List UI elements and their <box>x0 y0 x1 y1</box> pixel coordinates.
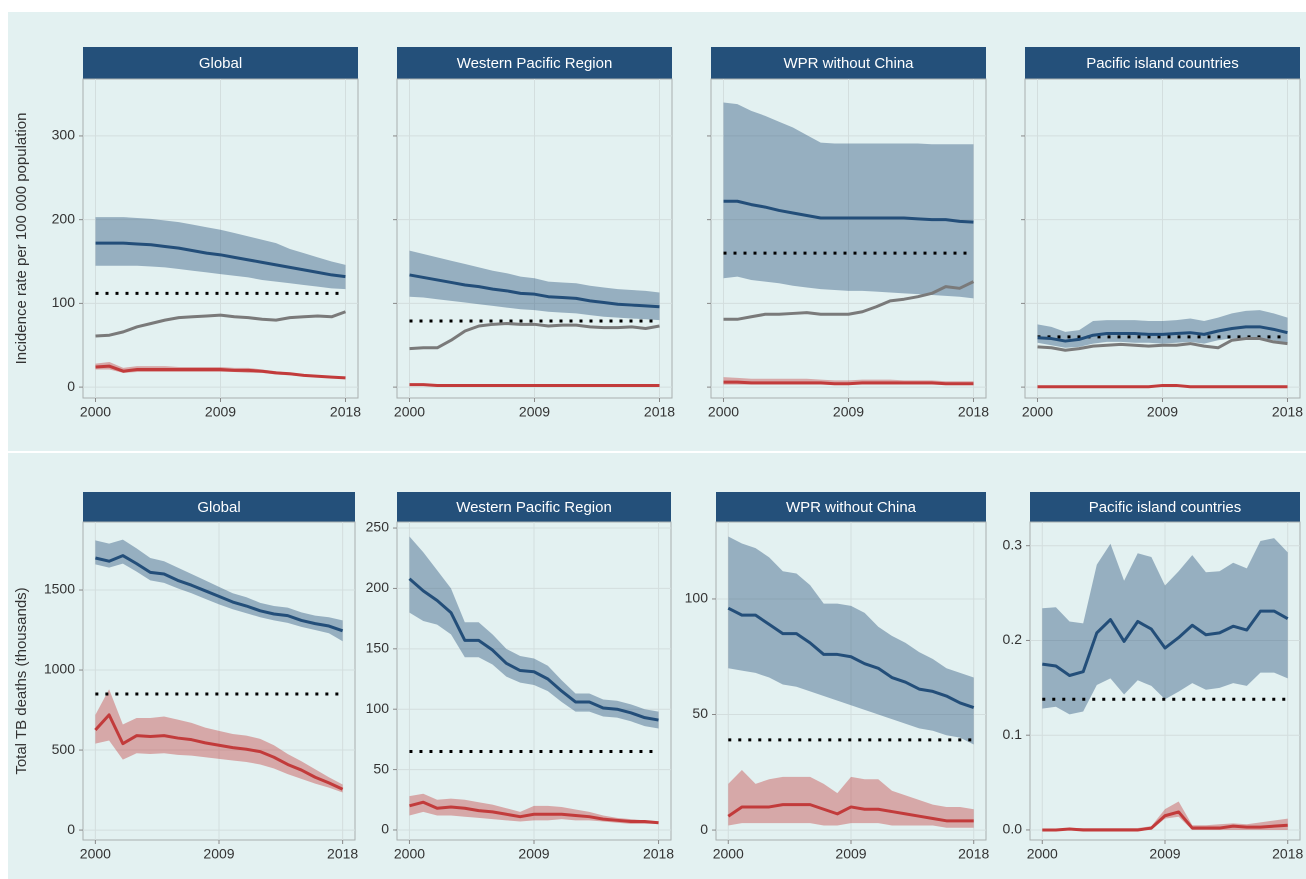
x-tick-label: 2000 <box>80 846 111 862</box>
panel-title: Global <box>199 55 242 72</box>
y-tick-label: 0 <box>67 378 75 394</box>
series-line <box>1037 325 1288 343</box>
y-axis-label: Incidence rate per 100 000 population <box>13 113 30 365</box>
series-line <box>409 383 660 387</box>
y-tick-label: 0.3 <box>1003 536 1023 552</box>
y-axis-label: Total TB deaths (thousands) <box>13 587 30 774</box>
y-tick-label: 0 <box>67 821 75 837</box>
y-tick-label: 0.2 <box>1003 631 1023 647</box>
uncertainty-band <box>728 536 974 745</box>
series-line <box>727 803 974 823</box>
x-tick-label: 2000 <box>394 404 425 420</box>
y-tick-label: 100 <box>366 700 390 716</box>
series-line <box>723 280 975 321</box>
series-line <box>723 199 974 224</box>
panel-title: Global <box>197 499 240 516</box>
y-tick-label: 250 <box>366 519 390 535</box>
uncertainty-band <box>95 217 346 290</box>
series-line <box>409 800 659 825</box>
panel-title: WPR without China <box>783 55 914 72</box>
x-tick-label: 2000 <box>80 404 111 420</box>
uncertainty-band <box>728 769 974 828</box>
y-tick-label: 50 <box>373 760 389 776</box>
y-tick-label: 100 <box>685 590 709 606</box>
y-tick-label: 300 <box>52 127 76 143</box>
x-tick-label: 2018 <box>644 404 675 420</box>
panel-header <box>83 47 358 79</box>
x-tick-label: 2018 <box>327 846 358 862</box>
x-tick-label: 2000 <box>1022 404 1053 420</box>
y-tick-label: 500 <box>52 741 76 757</box>
x-tick-label: 2018 <box>643 846 674 862</box>
x-tick-label: 2009 <box>833 404 864 420</box>
y-tick-label: 200 <box>52 210 76 226</box>
x-tick-label: 2018 <box>958 846 989 862</box>
panel-header <box>1025 47 1300 79</box>
uncertainty-band <box>95 689 343 793</box>
panel-title: Western Pacific Region <box>457 55 613 72</box>
x-tick-label: 2000 <box>713 846 744 862</box>
x-tick-label: 2000 <box>1027 846 1058 862</box>
x-tick-label: 2018 <box>958 404 989 420</box>
y-tick-label: 0 <box>381 821 389 837</box>
series-line <box>1042 609 1289 678</box>
x-tick-label: 2009 <box>518 846 549 862</box>
x-tick-label: 2000 <box>394 846 425 862</box>
series-line <box>1042 810 1288 832</box>
uncertainty-band <box>723 102 974 299</box>
series-line <box>723 380 974 386</box>
panel-title: Pacific island countries <box>1089 499 1242 516</box>
x-tick-label: 2018 <box>1272 846 1303 862</box>
x-tick-label: 2009 <box>1149 846 1180 862</box>
y-tick-label: 200 <box>366 579 390 595</box>
series-line <box>94 713 344 791</box>
x-tick-label: 2009 <box>1147 404 1178 420</box>
y-tick-label: 0.1 <box>1003 726 1023 742</box>
x-tick-label: 2009 <box>203 846 234 862</box>
series-line <box>409 273 660 309</box>
x-tick-label: 2009 <box>519 404 550 420</box>
x-tick-label: 2018 <box>330 404 361 420</box>
series-line <box>1037 383 1288 389</box>
x-tick-label: 2000 <box>708 404 739 420</box>
panel-header <box>1030 492 1300 522</box>
series-line <box>1037 337 1288 352</box>
panel-header <box>397 47 672 79</box>
series-line <box>95 554 344 633</box>
y-tick-label: 1500 <box>44 581 75 597</box>
panel-header <box>397 492 671 522</box>
x-tick-label: 2009 <box>205 404 236 420</box>
y-tick-label: 100 <box>52 294 76 310</box>
panel-title: WPR without China <box>786 499 917 516</box>
series-line <box>408 577 659 722</box>
series-line <box>409 321 660 351</box>
series-line <box>95 241 346 279</box>
y-tick-label: 150 <box>366 640 390 656</box>
y-tick-label: 0 <box>700 821 708 837</box>
series-line <box>95 364 346 380</box>
panel-header <box>711 47 986 79</box>
y-tick-label: 50 <box>692 705 708 721</box>
panel-title: Pacific island countries <box>1086 55 1239 72</box>
uncertainty-band <box>1042 538 1288 715</box>
panel-header <box>83 492 355 522</box>
x-tick-label: 2009 <box>835 846 866 862</box>
y-tick-label: 0.0 <box>1003 821 1023 837</box>
y-tick-label: 1000 <box>44 661 75 677</box>
panel-title: Western Pacific Region <box>456 499 612 516</box>
series-line <box>95 310 347 338</box>
panel-header <box>716 492 986 522</box>
x-tick-label: 2018 <box>1272 404 1303 420</box>
series-line <box>727 606 975 709</box>
